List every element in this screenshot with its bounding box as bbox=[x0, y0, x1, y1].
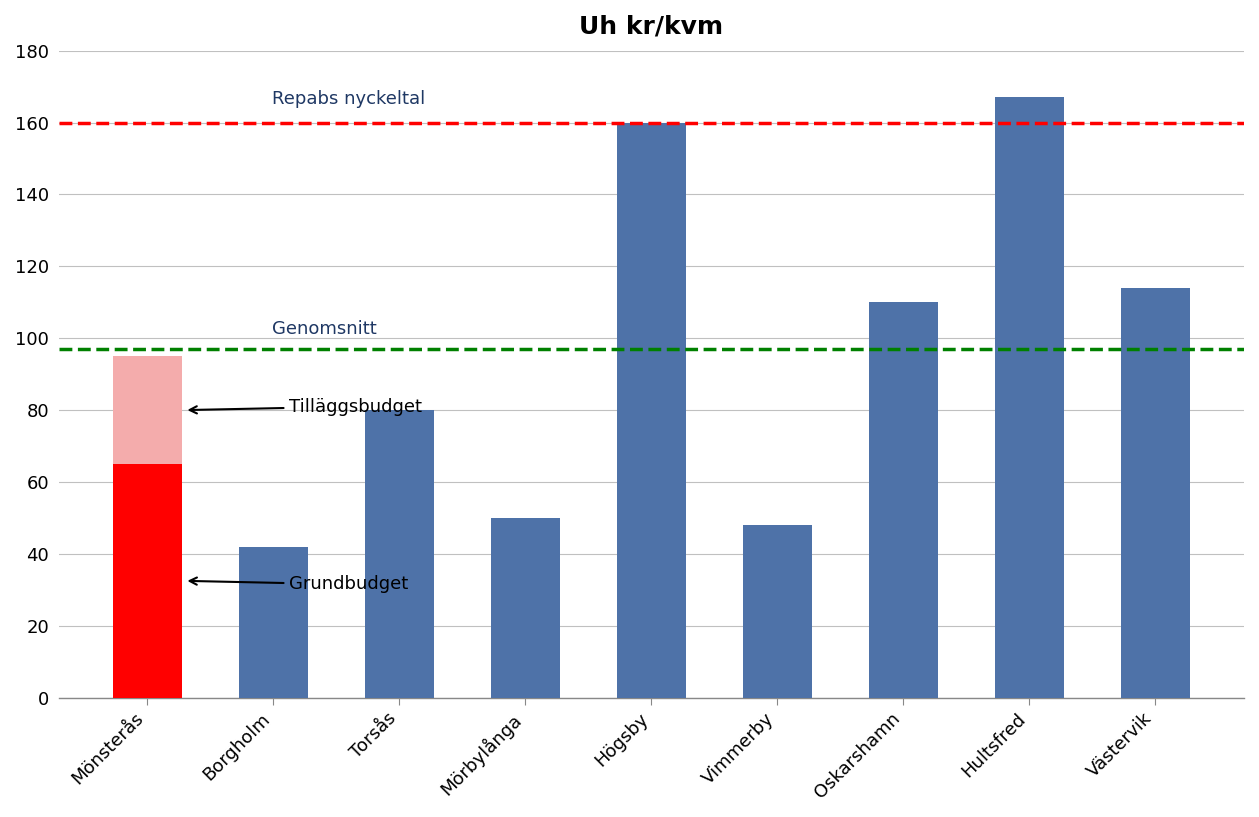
Bar bbox=[995, 97, 1064, 698]
Text: Genomsnitt: Genomsnitt bbox=[272, 320, 376, 338]
Bar bbox=[113, 356, 183, 464]
Bar bbox=[113, 464, 183, 698]
Text: Tilläggsbudget: Tilläggsbudget bbox=[190, 398, 422, 416]
Bar bbox=[617, 123, 686, 698]
Bar bbox=[365, 410, 434, 698]
Text: Repabs nyckeltal: Repabs nyckeltal bbox=[272, 90, 426, 108]
Bar bbox=[491, 518, 560, 698]
Bar bbox=[869, 302, 938, 698]
Bar bbox=[1121, 288, 1190, 698]
Bar bbox=[743, 525, 812, 698]
Title: Uh kr/kvm: Uh kr/kvm bbox=[579, 15, 724, 39]
Bar bbox=[239, 547, 308, 698]
Text: Grundbudget: Grundbudget bbox=[190, 575, 408, 593]
